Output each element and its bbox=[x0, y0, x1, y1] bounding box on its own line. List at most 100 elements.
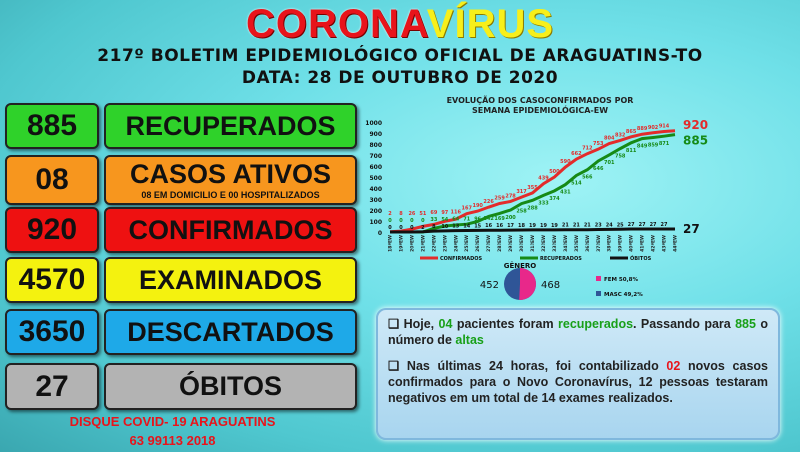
stat-value: 885 bbox=[5, 103, 99, 149]
data-label: 758 bbox=[615, 154, 626, 160]
data-label: 514 bbox=[571, 180, 582, 186]
data-label: 8 bbox=[399, 211, 403, 217]
x-tick-label: 26ªEW bbox=[475, 235, 481, 252]
data-label: 21 bbox=[584, 223, 591, 229]
pie-slice-fem bbox=[519, 268, 536, 300]
data-label: 142 bbox=[483, 216, 494, 222]
data-label: 889 bbox=[637, 126, 648, 132]
data-label: 8 bbox=[432, 224, 436, 230]
data-label: 566 bbox=[582, 175, 593, 181]
data-label: 259 bbox=[494, 196, 505, 202]
y-tick-label: 1000 bbox=[365, 120, 382, 127]
x-tick-label: 31ªEW bbox=[530, 235, 536, 252]
x-tick-label: 21ªEW bbox=[420, 235, 426, 252]
data-label: 190 bbox=[472, 203, 483, 209]
stat-label: CONFIRMADOS bbox=[104, 207, 357, 253]
x-tick-label: 37ªEW bbox=[596, 235, 602, 252]
data-label: 258 bbox=[516, 209, 527, 215]
x-tick-label: 39ªEW bbox=[618, 235, 624, 252]
end-label: 885 bbox=[683, 134, 708, 148]
data-label: 51 bbox=[419, 211, 426, 217]
data-label: 712 bbox=[582, 146, 593, 152]
data-label: 24 bbox=[606, 222, 613, 228]
series-line-confirmados bbox=[389, 129, 676, 234]
data-label: 646 bbox=[593, 166, 604, 172]
data-label: 662 bbox=[571, 151, 582, 157]
data-label: 27 bbox=[639, 222, 646, 228]
x-tick-label: 41ªEW bbox=[640, 235, 646, 252]
data-label: 27 bbox=[661, 222, 668, 228]
legend-label: ÓBITOS bbox=[630, 255, 652, 262]
data-label: 804 bbox=[604, 136, 615, 142]
data-label: 167 bbox=[462, 206, 473, 212]
y-tick-label: 700 bbox=[369, 153, 382, 160]
gender-title: GÊNERO bbox=[504, 261, 537, 270]
stat-value: 3650 bbox=[5, 309, 99, 355]
x-tick-label: 25ªEW bbox=[464, 235, 470, 252]
data-label: 33 bbox=[430, 217, 437, 223]
info-box: ❑ Hoje, 04 pacientes foram recuperados. … bbox=[376, 308, 780, 440]
data-label: 27 bbox=[628, 222, 635, 228]
data-label: 21 bbox=[573, 223, 580, 229]
y-tick-label: 100 bbox=[369, 219, 382, 226]
data-label: 0 bbox=[399, 218, 403, 224]
data-label: 865 bbox=[626, 129, 637, 135]
y-tick-label: 200 bbox=[369, 208, 382, 215]
data-label: 333 bbox=[538, 200, 549, 206]
data-label: 69 bbox=[430, 210, 437, 216]
stat-value: 27 bbox=[5, 363, 99, 410]
stat-row-examinados: 4570 EXAMINADOS bbox=[5, 257, 357, 303]
stat-row-casosativos: 08 CASOS ATIVOS 08 EM DOMICILIO E 00 HOSP… bbox=[5, 155, 357, 205]
stat-row-bitos: 27 ÓBITOS bbox=[5, 363, 357, 410]
y-tick-label: 300 bbox=[369, 197, 382, 204]
stat-value: 920 bbox=[5, 207, 99, 253]
x-tick-label: 38ªEW bbox=[607, 235, 613, 252]
data-label: 832 bbox=[615, 132, 626, 138]
x-tick-label: 44ªEW bbox=[673, 235, 679, 252]
stat-label: ÓBITOS bbox=[104, 363, 357, 410]
data-label: 439 bbox=[538, 176, 549, 182]
y-tick-label: 0 bbox=[378, 230, 382, 237]
x-tick-label: 29ªEW bbox=[508, 235, 514, 252]
legend-swatch-masc bbox=[596, 291, 601, 296]
data-label: 849 bbox=[637, 144, 648, 150]
data-label: 19 bbox=[540, 223, 547, 229]
data-label: 64 bbox=[452, 217, 459, 223]
data-label: 18 bbox=[518, 223, 525, 229]
legend-fem: FEM 50,8% bbox=[604, 277, 638, 283]
data-label: 16 bbox=[496, 223, 503, 229]
stat-value: 4570 bbox=[5, 257, 99, 303]
x-tick-label: 19ªEW bbox=[398, 235, 404, 252]
data-label: 26 bbox=[408, 211, 415, 217]
data-label: 871 bbox=[659, 141, 670, 147]
x-tick-label: 43ªEW bbox=[662, 235, 668, 252]
data-label: 374 bbox=[549, 196, 560, 202]
x-tick-label: 28ªEW bbox=[497, 235, 503, 252]
data-label: 15 bbox=[474, 223, 481, 229]
stat-row-recuperados: 885 RECUPERADOS bbox=[5, 103, 357, 149]
data-label: 23 bbox=[595, 222, 602, 228]
x-tick-label: 42ªEW bbox=[651, 235, 657, 252]
data-label: 0 bbox=[410, 218, 414, 224]
data-label: 2 bbox=[388, 211, 392, 217]
x-tick-label: 33ªEW bbox=[552, 235, 558, 252]
x-tick-label: 18ªEW bbox=[388, 235, 394, 252]
data-label: 317 bbox=[516, 189, 527, 195]
data-label: 0 bbox=[388, 225, 392, 231]
x-tick-label: 35ªEW bbox=[574, 235, 580, 252]
data-label: 590 bbox=[560, 159, 571, 165]
data-label: 21 bbox=[562, 223, 569, 229]
y-tick-label: 800 bbox=[369, 142, 382, 149]
fem-count: 452 bbox=[480, 280, 499, 291]
stat-row-descartados: 3650 DESCARTADOS bbox=[5, 309, 357, 355]
data-label: 2 bbox=[421, 225, 425, 231]
bulletin-title: 217º BOLETIM EPIDEMIOLÓGICO OFICIAL DE A… bbox=[97, 46, 703, 66]
data-label: 16 bbox=[485, 223, 492, 229]
y-tick-label: 500 bbox=[369, 175, 382, 182]
x-tick-label: 20ªEW bbox=[409, 235, 415, 252]
y-tick-label: 400 bbox=[369, 186, 382, 193]
stat-note: 08 EM DOMICILIO E 00 HOSPITALIZADOS bbox=[141, 189, 320, 200]
data-label: 13 bbox=[452, 224, 459, 230]
data-label: 753 bbox=[593, 141, 604, 147]
